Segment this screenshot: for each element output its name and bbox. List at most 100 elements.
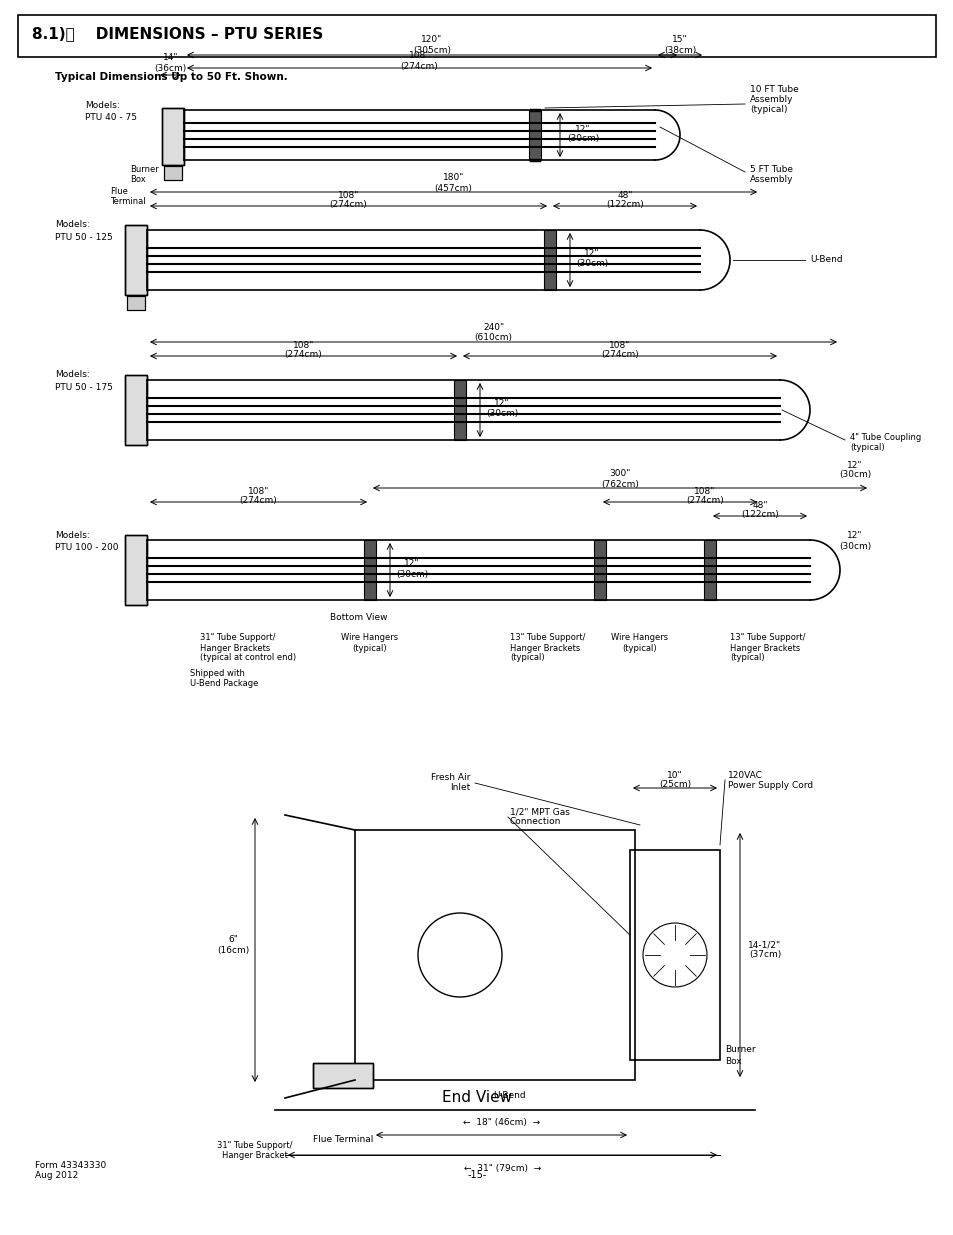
Text: Box: Box bbox=[130, 175, 146, 184]
Text: 108": 108" bbox=[248, 487, 269, 495]
Text: (610cm): (610cm) bbox=[474, 333, 512, 342]
Text: Terminal: Terminal bbox=[110, 196, 146, 205]
Text: (typical): (typical) bbox=[622, 643, 657, 652]
Text: 31" Tube Support/: 31" Tube Support/ bbox=[217, 1140, 293, 1150]
Text: Models:: Models: bbox=[85, 100, 120, 110]
Text: (typical): (typical) bbox=[510, 653, 544, 662]
Text: U-Bend Package: U-Bend Package bbox=[190, 678, 258, 688]
Text: (305cm): (305cm) bbox=[413, 46, 451, 54]
Text: 48": 48" bbox=[617, 190, 632, 200]
Text: 13" Tube Support/: 13" Tube Support/ bbox=[510, 634, 585, 642]
Text: Models:: Models: bbox=[55, 221, 90, 230]
Text: 300": 300" bbox=[609, 469, 630, 478]
Text: (30cm): (30cm) bbox=[838, 541, 870, 551]
Text: (36cm): (36cm) bbox=[154, 63, 187, 73]
Text: 240": 240" bbox=[482, 324, 503, 332]
Bar bbox=[355, 830, 635, 1079]
Text: (typical at control end): (typical at control end) bbox=[200, 653, 295, 662]
Text: (typical): (typical) bbox=[353, 643, 387, 652]
Text: 14": 14" bbox=[163, 53, 178, 63]
Text: ←  31" (79cm)  →: ← 31" (79cm) → bbox=[463, 1163, 540, 1172]
Bar bbox=[703, 540, 716, 600]
Bar bbox=[594, 540, 605, 600]
Text: 8.1)	    DIMENSIONS – PTU SERIES: 8.1) DIMENSIONS – PTU SERIES bbox=[32, 26, 323, 42]
Text: (38cm): (38cm) bbox=[663, 46, 696, 54]
Text: 108": 108" bbox=[409, 52, 430, 61]
Bar bbox=[164, 165, 182, 180]
Text: Assembly: Assembly bbox=[749, 95, 793, 105]
Text: (274cm): (274cm) bbox=[685, 496, 723, 505]
Text: PTU 100 - 200: PTU 100 - 200 bbox=[55, 542, 118, 552]
Bar bbox=[454, 380, 465, 440]
Text: -15-: -15- bbox=[467, 1170, 486, 1179]
Text: Hanger Brackets: Hanger Brackets bbox=[200, 643, 270, 652]
Text: 4" Tube Coupling: 4" Tube Coupling bbox=[849, 433, 921, 442]
Text: (30cm): (30cm) bbox=[838, 471, 870, 479]
Bar bbox=[543, 230, 556, 290]
Text: Form 43343330
Aug 2012: Form 43343330 Aug 2012 bbox=[35, 1161, 106, 1179]
Bar bbox=[629, 850, 720, 1060]
Text: (30cm): (30cm) bbox=[576, 259, 607, 268]
Text: (274cm): (274cm) bbox=[239, 496, 277, 505]
Text: 15": 15" bbox=[672, 36, 687, 44]
Text: Models:: Models: bbox=[55, 531, 90, 540]
Text: Wire Hangers: Wire Hangers bbox=[611, 634, 668, 642]
Text: (274cm): (274cm) bbox=[600, 351, 639, 359]
Text: (30cm): (30cm) bbox=[395, 569, 428, 578]
Text: (274cm): (274cm) bbox=[284, 351, 322, 359]
Text: Burner: Burner bbox=[130, 165, 158, 174]
Text: 6": 6" bbox=[228, 935, 237, 945]
Text: PTU 50 - 175: PTU 50 - 175 bbox=[55, 383, 112, 391]
Text: 12": 12" bbox=[494, 399, 509, 409]
Text: Hanger Brackets: Hanger Brackets bbox=[510, 643, 579, 652]
Text: 12": 12" bbox=[846, 461, 862, 469]
Text: 48": 48" bbox=[752, 500, 767, 510]
Text: PTU 40 - 75: PTU 40 - 75 bbox=[85, 112, 137, 121]
Bar bbox=[313, 1063, 373, 1088]
Text: 108": 108" bbox=[337, 190, 359, 200]
Text: Shipped with: Shipped with bbox=[190, 668, 245, 678]
Text: 13" Tube Support/: 13" Tube Support/ bbox=[729, 634, 804, 642]
Text: (30cm): (30cm) bbox=[485, 410, 517, 419]
Text: Connection: Connection bbox=[510, 818, 560, 826]
Text: Inlet: Inlet bbox=[449, 783, 470, 793]
Text: PTU 50 - 125: PTU 50 - 125 bbox=[55, 232, 112, 242]
Text: 10": 10" bbox=[666, 771, 682, 779]
Text: (762cm): (762cm) bbox=[600, 479, 639, 489]
Text: 108": 108" bbox=[293, 341, 314, 350]
Text: Flue Terminal: Flue Terminal bbox=[313, 1135, 373, 1145]
Bar bbox=[125, 375, 147, 445]
Bar bbox=[313, 1063, 373, 1088]
Text: 12": 12" bbox=[575, 125, 590, 133]
Text: (122cm): (122cm) bbox=[605, 200, 643, 210]
Text: 12": 12" bbox=[846, 531, 862, 541]
Bar bbox=[18, 15, 935, 57]
Bar bbox=[125, 225, 147, 295]
Text: 120": 120" bbox=[421, 36, 442, 44]
Text: 120VAC: 120VAC bbox=[727, 771, 762, 779]
Text: Hanger Brackets: Hanger Brackets bbox=[729, 643, 800, 652]
Bar bbox=[364, 540, 375, 600]
Text: (274cm): (274cm) bbox=[330, 200, 367, 210]
Text: 108": 108" bbox=[609, 341, 630, 350]
Text: Wire Hangers: Wire Hangers bbox=[341, 634, 398, 642]
Text: U-Bend: U-Bend bbox=[809, 256, 841, 264]
Text: (30cm): (30cm) bbox=[566, 135, 598, 143]
Text: (typical): (typical) bbox=[849, 443, 883, 452]
Text: ←  18" (46cm)  →: ← 18" (46cm) → bbox=[462, 1119, 539, 1128]
Text: Assembly: Assembly bbox=[749, 175, 793, 184]
Text: (274cm): (274cm) bbox=[400, 62, 438, 70]
Text: Bottom View: Bottom View bbox=[330, 614, 387, 622]
Text: 108": 108" bbox=[694, 487, 715, 495]
Text: (typical): (typical) bbox=[729, 653, 763, 662]
Bar bbox=[125, 375, 147, 445]
Text: Burner: Burner bbox=[724, 1046, 755, 1055]
Text: 1/2" MPT Gas: 1/2" MPT Gas bbox=[510, 808, 569, 816]
Text: 14-1/2": 14-1/2" bbox=[748, 941, 781, 950]
Text: 31" Tube Support/: 31" Tube Support/ bbox=[200, 634, 275, 642]
Bar bbox=[162, 107, 184, 165]
Bar bbox=[125, 535, 147, 605]
Text: U-Bend: U-Bend bbox=[493, 1091, 526, 1099]
Text: (typical): (typical) bbox=[749, 105, 786, 115]
Text: (25cm): (25cm) bbox=[659, 781, 690, 789]
